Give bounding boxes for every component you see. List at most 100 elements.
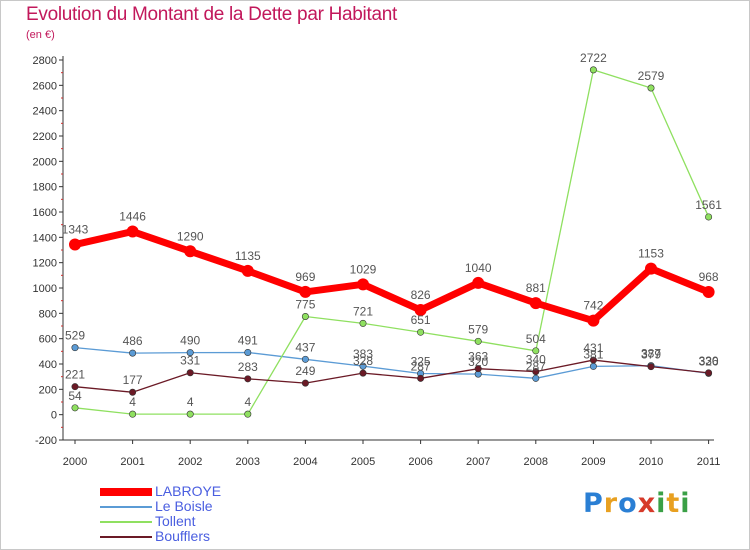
chart-subtitle: (en €) — [26, 29, 55, 41]
data-point-boufflers — [244, 375, 252, 383]
data-label-boufflers: 328 — [353, 354, 373, 368]
x-tick-label: 2000 — [63, 456, 87, 468]
data-point-labroye — [357, 278, 369, 291]
data-label-boufflers: 340 — [526, 353, 546, 367]
series-line-tollent — [74, 69, 710, 415]
data-label-labroye: 881 — [526, 281, 546, 295]
logo-letter: o — [618, 488, 638, 519]
data-point-le-boisle — [244, 348, 252, 356]
data-label-tollent: 4 — [187, 395, 194, 409]
data-point-boufflers — [186, 369, 194, 377]
legend-swatch — [100, 506, 152, 508]
data-label-tollent: 651 — [411, 313, 431, 327]
data-label-tollent: 54 — [68, 389, 82, 403]
y-tick-label: 1000 — [33, 283, 57, 295]
data-point-tollent — [301, 312, 309, 320]
legend-swatch — [100, 488, 152, 496]
data-point-le-boisle — [129, 349, 137, 357]
logo-letter: r — [603, 488, 619, 519]
legend-label: Boufflers — [155, 528, 210, 544]
data-point-labroye — [702, 286, 715, 299]
chart-title: Evolution du Montant de la Dette par Hab… — [26, 4, 397, 25]
data-point-le-boisle — [532, 374, 540, 382]
x-tick-label: 2006 — [408, 456, 432, 468]
data-point-boufflers — [301, 379, 309, 387]
y-tick-label: -200 — [35, 435, 57, 447]
data-label-boufflers: 221 — [65, 368, 85, 382]
data-point-boufflers — [532, 368, 540, 376]
data-label-boufflers: 287 — [411, 359, 431, 373]
data-point-tollent — [474, 337, 482, 345]
data-label-labroye: 1446 — [119, 210, 146, 224]
data-label-labroye: 1029 — [350, 262, 377, 276]
data-label-labroye: 826 — [411, 288, 431, 302]
data-point-le-boisle — [589, 362, 597, 370]
legend-label: Le Boisle — [155, 498, 213, 514]
data-label-le-boisle: 326 — [699, 354, 719, 368]
data-point-labroye — [587, 314, 600, 327]
data-label-boufflers: 177 — [123, 373, 143, 387]
y-tick-label: 600 — [39, 334, 57, 346]
logo-letter: t — [666, 488, 681, 519]
chart-axes: -200 0 200 400 600 800 1000 1200 1400 1600 1800 200… — [33, 55, 721, 468]
series-line-le-boisle — [74, 347, 709, 379]
x-tick-label: 2008 — [524, 456, 548, 468]
data-label-boufflers: 249 — [295, 364, 315, 378]
data-label-tollent: 579 — [468, 322, 488, 336]
data-label-le-boisle: 387 — [641, 347, 661, 361]
data-label-tollent: 504 — [526, 332, 546, 346]
data-point-tollent — [129, 410, 137, 418]
legend-item-labroye: LABROYE — [100, 484, 280, 499]
chart-lines — [74, 69, 710, 415]
y-tick-label: 200 — [39, 384, 57, 396]
y-tick-label: 1400 — [33, 232, 57, 244]
legend-swatch — [100, 521, 152, 523]
data-point-tollent — [186, 410, 194, 418]
data-label-le-boisle: 383 — [353, 347, 373, 361]
logo-letter: i — [680, 488, 691, 519]
data-label-le-boisle: 437 — [295, 340, 315, 354]
data-point-boufflers — [417, 374, 425, 382]
data-label-boufflers: 363 — [468, 350, 488, 364]
chart-points — [69, 66, 715, 418]
data-point-boufflers — [129, 388, 137, 396]
chart-data-labels: 1343 1446 1290 1135 969 1029 826 1040 881 742 1153… — [62, 51, 723, 409]
data-label-labroye: 1153 — [638, 247, 664, 261]
data-label-labroye: 1135 — [235, 249, 261, 263]
data-label-tollent: 4 — [244, 395, 251, 409]
data-point-boufflers — [474, 365, 482, 373]
logo-letter: x — [637, 488, 657, 519]
legend-item-le-boisle: Le Boisle — [100, 499, 280, 514]
data-point-labroye — [126, 225, 139, 238]
x-tick-label: 2009 — [581, 456, 605, 468]
data-label-boufflers: 283 — [238, 360, 258, 374]
data-point-le-boisle — [186, 349, 194, 357]
data-label-le-boisle: 320 — [468, 355, 488, 369]
y-tick-label: 400 — [39, 359, 57, 371]
data-label-labroye: 1343 — [62, 223, 89, 237]
y-tick-label: 2400 — [33, 106, 57, 118]
data-label-labroye: 968 — [699, 270, 719, 284]
data-label-boufflers: 331 — [180, 354, 200, 368]
data-point-tollent — [417, 328, 425, 336]
data-label-le-boisle: 381 — [583, 347, 603, 361]
data-point-labroye — [414, 304, 427, 317]
y-tick-label: 2600 — [33, 80, 57, 92]
data-point-tollent — [589, 66, 597, 74]
data-label-boufflers: 330 — [699, 354, 719, 368]
y-tick-label: 1800 — [33, 182, 57, 194]
x-tick-label: 2007 — [466, 456, 490, 468]
logo-letter: i — [656, 488, 667, 519]
x-tick-label: 2005 — [351, 456, 375, 468]
data-label-le-boisle: 287 — [526, 359, 546, 373]
data-label-labroye: 1290 — [177, 229, 204, 243]
data-label-tollent: 721 — [353, 304, 373, 318]
chart-legend: LABROYE Le Boisle Tollent Boufflers — [100, 484, 280, 544]
y-tick-label: 800 — [39, 308, 57, 320]
data-label-labroye: 1040 — [465, 261, 492, 275]
data-point-le-boisle — [359, 362, 367, 370]
x-tick-label: 2003 — [236, 456, 260, 468]
data-point-tollent — [244, 410, 252, 418]
data-point-boufflers — [705, 369, 713, 377]
